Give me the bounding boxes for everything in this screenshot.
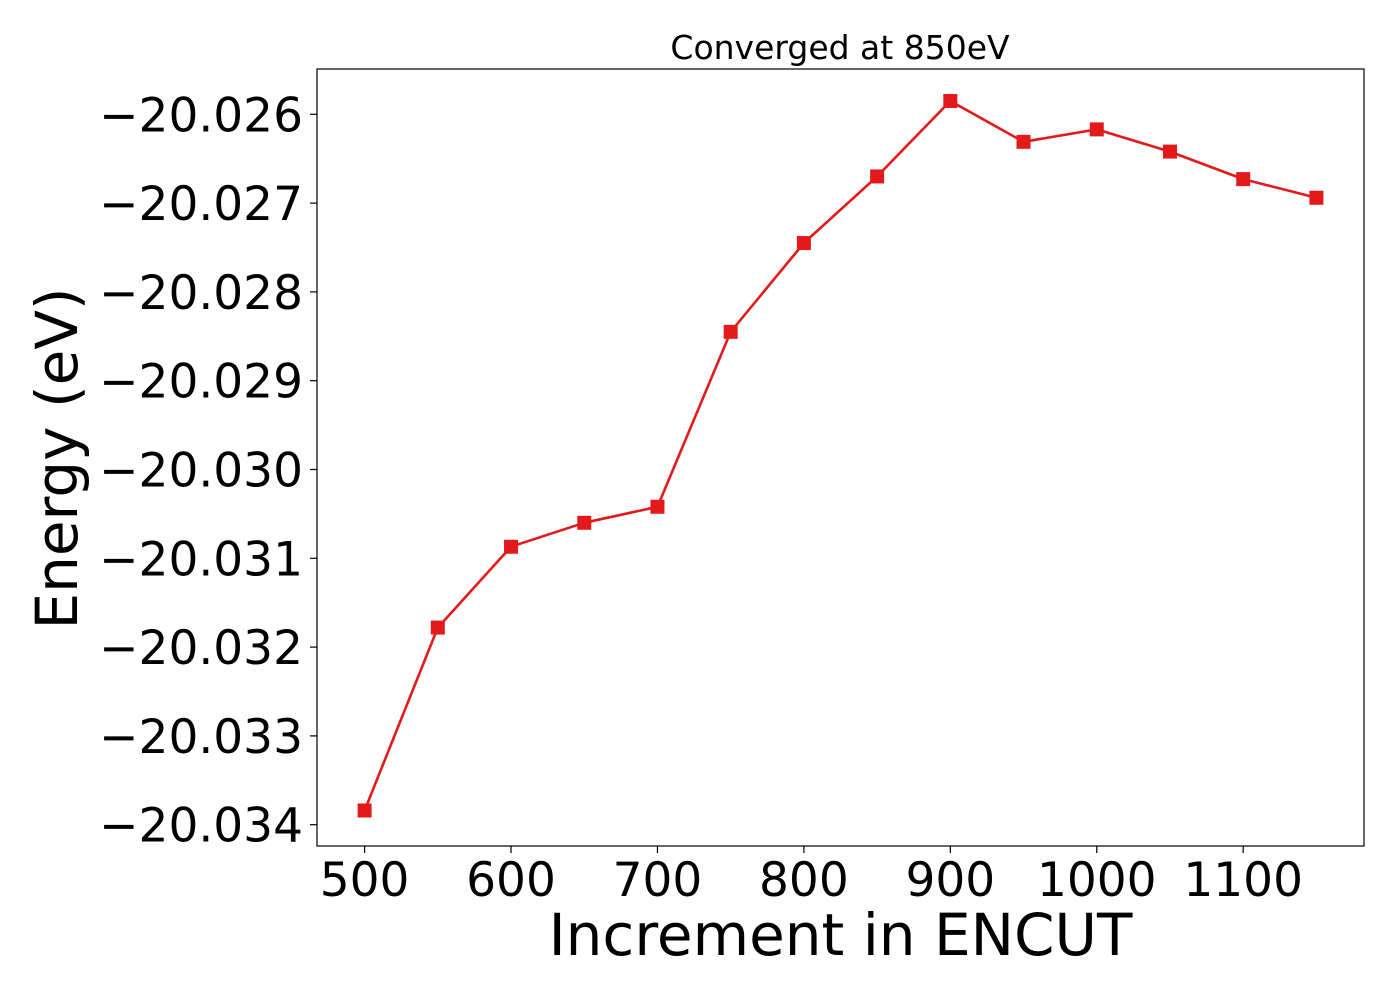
- y-tick-label: −20.027: [99, 177, 303, 232]
- x-tick-label: 500: [320, 853, 410, 908]
- series-line: [363, 99, 1317, 811]
- x-tick-label: 600: [466, 853, 556, 908]
- plot-area-frame: [316, 68, 1365, 847]
- y-tick-label: −20.030: [99, 443, 303, 498]
- x-axis-label: Increment in ENCUT: [549, 901, 1133, 969]
- chart-title: Converged at 850eV: [670, 28, 1010, 67]
- y-tick-label: −20.028: [99, 266, 303, 321]
- data-point-marker: [1162, 144, 1177, 159]
- data-point-marker: [943, 93, 958, 108]
- data-point-marker: [723, 324, 738, 339]
- data-point-marker: [796, 236, 811, 251]
- y-tick-label: −20.031: [99, 532, 303, 587]
- y-tick-label: −20.026: [99, 88, 303, 143]
- data-point-marker: [1236, 172, 1251, 187]
- data-point-marker: [650, 499, 665, 514]
- data-point-marker: [430, 620, 445, 635]
- data-point-marker: [1016, 134, 1031, 149]
- data-point-marker: [870, 169, 885, 184]
- data-point-marker: [577, 515, 592, 530]
- data-point-marker: [1309, 190, 1324, 205]
- x-tick-label: 800: [759, 853, 849, 908]
- x-tick-label: 1100: [1183, 853, 1303, 908]
- data-point-marker: [504, 539, 519, 554]
- y-tick-label: −20.034: [99, 799, 303, 854]
- y-tick-label: −20.029: [99, 355, 303, 410]
- data-point-marker: [1089, 122, 1104, 137]
- axis-ticks: 500 600 700 800 900 1000 1100 −20.026 −20.027 −20…: [99, 88, 1303, 908]
- series-layer: [357, 93, 1324, 818]
- y-tick-label: −20.033: [99, 710, 303, 765]
- x-tick-label: 700: [613, 853, 703, 908]
- x-tick-label: 1000: [1037, 853, 1157, 908]
- x-tick-label: 900: [905, 853, 995, 908]
- y-axis-label: Energy (eV): [23, 287, 91, 629]
- data-point-marker: [357, 803, 372, 818]
- y-tick-label: −20.032: [99, 621, 303, 676]
